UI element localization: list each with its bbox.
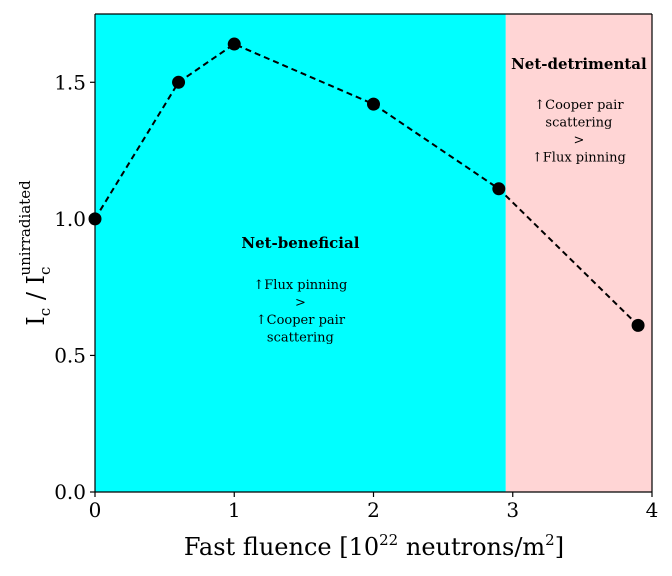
y-tick-label: 0.5: [54, 343, 86, 367]
x-tick-label: 4: [646, 498, 659, 522]
region-text-line-0-1: >: [295, 296, 306, 311]
x-axis-title-suffix: ]: [555, 533, 564, 561]
region-text-line-1-2: >: [573, 133, 584, 148]
y-axis-title: Ic / Icunirradiated: [16, 180, 54, 326]
data-point: [631, 318, 645, 332]
region-title-1: Net-detrimental: [511, 55, 647, 73]
svg-text:Ic / Icunirradiated: Ic / Icunirradiated: [16, 180, 54, 326]
data-point: [172, 75, 186, 89]
data-point: [492, 182, 506, 196]
x-axis-title-exponent: 22: [379, 531, 398, 549]
x-tick-label: 0: [89, 498, 102, 522]
x-tick-label: 2: [367, 498, 380, 522]
y-tick-label: 1.5: [54, 70, 86, 94]
region-text-line-0-2: ↑Cooper pair: [256, 313, 346, 328]
region-text-line-1-3: ↑Flux pinning: [532, 151, 626, 166]
y-axis-title-unirradiated: unirradiated: [16, 180, 34, 276]
region-text-line-1-0: ↑Cooper pair: [534, 98, 624, 113]
x-axis-title: Fast fluence [1022 neutrons/m2]: [184, 531, 564, 561]
data-point: [367, 97, 380, 111]
data-point: [227, 37, 241, 51]
region-background-1: [505, 14, 652, 492]
y-axis-title-ic-sub: c: [36, 308, 54, 316]
region-title-0: Net-beneficial: [241, 234, 359, 252]
x-axis-title-mid: neutrons/m: [398, 533, 545, 561]
y-tick-label: 1.0: [54, 207, 86, 231]
x-axis-title-exponent-2: 2: [545, 531, 555, 549]
x-axis-title-prefix: Fast fluence [10: [184, 533, 379, 561]
x-tick-label: 3: [506, 498, 519, 522]
y-tick-label: 0.0: [54, 480, 86, 504]
y-axis-title-slash: / I: [22, 275, 50, 308]
region-background-0: [95, 14, 506, 492]
series-line: [94, 42, 639, 327]
region-text-line-1-1: scattering: [545, 116, 612, 131]
y-axis-title-ic: I: [22, 316, 50, 325]
x-tick-label: 1: [228, 498, 241, 522]
y-axis-title-ic2-sub: c: [36, 267, 54, 275]
region-text-line-0-3: scattering: [267, 331, 334, 346]
svg-text:Fast fluence [1022 neutrons/m2: Fast fluence [1022 neutrons/m2]: [184, 531, 564, 561]
region-text-line-0-0: ↑Flux pinning: [253, 278, 347, 293]
